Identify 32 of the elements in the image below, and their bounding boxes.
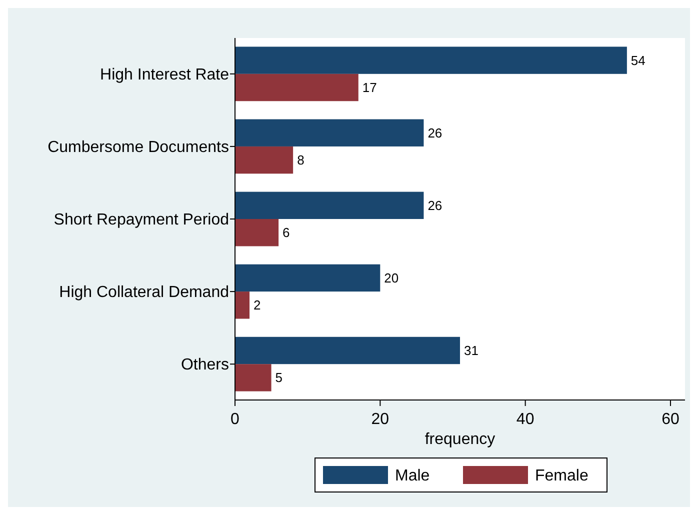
legend-label: Male — [395, 468, 430, 485]
data-label: 2 — [254, 298, 261, 313]
y-tick-label: High Interest Rate — [100, 66, 230, 84]
bar — [235, 292, 250, 319]
x-axis-title: frequency — [424, 431, 496, 448]
data-label: 20 — [384, 270, 399, 286]
data-label: 26 — [428, 125, 442, 140]
data-label: 26 — [428, 198, 442, 213]
bar — [235, 264, 380, 292]
bar — [235, 192, 424, 219]
data-label: 17 — [362, 80, 377, 96]
y-tick-label: Short Repayment Period — [54, 212, 229, 229]
bar — [235, 336, 460, 364]
x-tick-label: 60 — [662, 411, 680, 428]
bar — [235, 74, 358, 102]
bar — [235, 46, 627, 74]
data-label: 5 — [275, 370, 283, 386]
data-label: 31 — [464, 343, 478, 358]
data-label: 8 — [297, 152, 304, 168]
y-tick-label: Cumbersome Documents — [48, 139, 229, 156]
y-tick-label: Others — [180, 356, 229, 374]
legend-label: Female — [535, 468, 588, 485]
bar — [235, 146, 294, 174]
y-tick-label: High Collateral Demand — [59, 284, 229, 302]
data-label: 6 — [282, 225, 290, 240]
x-tick-label: 20 — [371, 411, 390, 428]
bar — [235, 364, 272, 392]
bar — [235, 219, 279, 246]
bar — [235, 119, 424, 146]
x-tick-label: 40 — [516, 411, 534, 428]
x-tick-label: 0 — [230, 411, 240, 428]
data-label: 54 — [630, 52, 646, 68]
